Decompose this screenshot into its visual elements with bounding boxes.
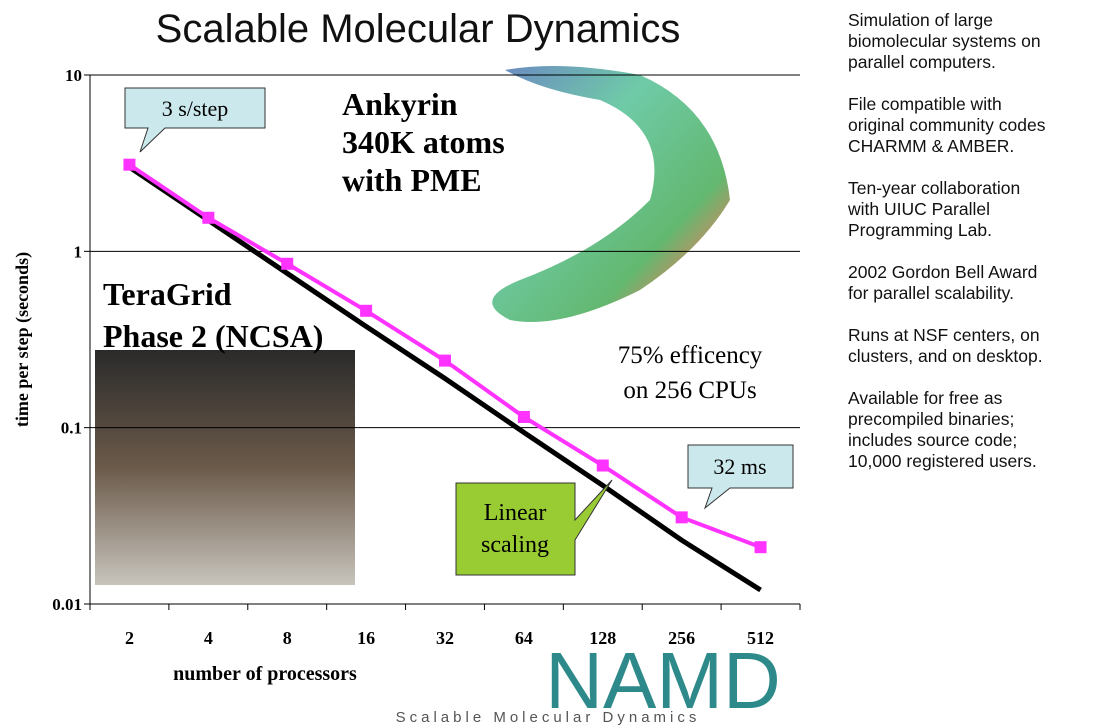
marker [123, 159, 135, 171]
x-tick-label: 4 [204, 628, 213, 648]
marker [755, 541, 767, 553]
marker [360, 305, 372, 317]
marker [202, 212, 214, 224]
bullet-line: precompiled binaries; [848, 409, 1113, 430]
bullet-line: 10,000 registered users. [848, 451, 1113, 472]
annotation: scaling [481, 532, 549, 558]
annotation: 340K atoms [342, 124, 505, 160]
bullet-line: Runs at NSF centers, on [848, 325, 1113, 346]
bullet-line: biomolecular systems on [848, 31, 1113, 52]
team-photo [95, 350, 355, 585]
annotation: Ankyrin [342, 86, 458, 122]
bullet-line: Ten-year collaboration [848, 178, 1113, 199]
annotation: 3 s/step [162, 96, 229, 121]
molecule-image [492, 66, 730, 322]
marker [281, 258, 293, 270]
slide: Scalable Molecular Dynamics 0.01 0.1 1 10 2 4… [0, 0, 1118, 728]
bullet-line: Simulation of large [848, 10, 1113, 31]
y-tick-label: 0.1 [61, 419, 82, 438]
marker [439, 355, 451, 367]
bullet-line: File compatible with [848, 94, 1113, 115]
marker [597, 460, 609, 472]
marker [518, 411, 530, 423]
x-tick-label: 32 [436, 628, 454, 648]
slide-title: Scalable Molecular Dynamics [156, 7, 681, 51]
bullet-line: clusters, and on desktop. [848, 346, 1113, 367]
bullet-line: includes source code; [848, 430, 1113, 451]
annotation: TeraGrid [103, 276, 232, 312]
callout [456, 480, 612, 575]
y-tick-label: 1 [74, 242, 83, 261]
annotation: with PME [342, 162, 482, 198]
chart: Scalable Molecular Dynamics 0.01 0.1 1 10 2 4… [0, 0, 845, 728]
bullet-line: Programming Lab. [848, 220, 1113, 241]
annotation: 75% efficency [618, 342, 763, 369]
annotation: Linear [484, 500, 547, 526]
annotation: Phase 2 (NCSA) [103, 318, 323, 354]
y-tick-label: 10 [65, 66, 82, 85]
annotation: on 256 CPUs [623, 377, 756, 404]
bullet-line: 2002 Gordon Bell Award [848, 262, 1113, 283]
bullet-line: original community codes [848, 115, 1113, 136]
bullet-line: with UIUC Parallel [848, 199, 1113, 220]
bullet-line: Available for free as [848, 388, 1113, 409]
bullet-line: parallel computers. [848, 52, 1113, 73]
x-tick-label: 2 [125, 628, 134, 648]
x-tick-label: 64 [515, 628, 533, 648]
marker [676, 511, 688, 523]
y-axis-label: time per step (seconds) [12, 252, 33, 427]
bullet-line: for parallel scalability. [848, 283, 1113, 304]
x-tick-label: 16 [357, 628, 375, 648]
annotation: 32 ms [713, 454, 766, 479]
logo-tagline: Scalable Molecular Dynamics [396, 709, 701, 726]
y-tick-label: 0.01 [52, 595, 82, 614]
bullet-line: CHARMM & AMBER. [848, 136, 1113, 157]
x-tick-label: 8 [283, 628, 292, 648]
x-axis-label: number of processors [173, 663, 357, 685]
